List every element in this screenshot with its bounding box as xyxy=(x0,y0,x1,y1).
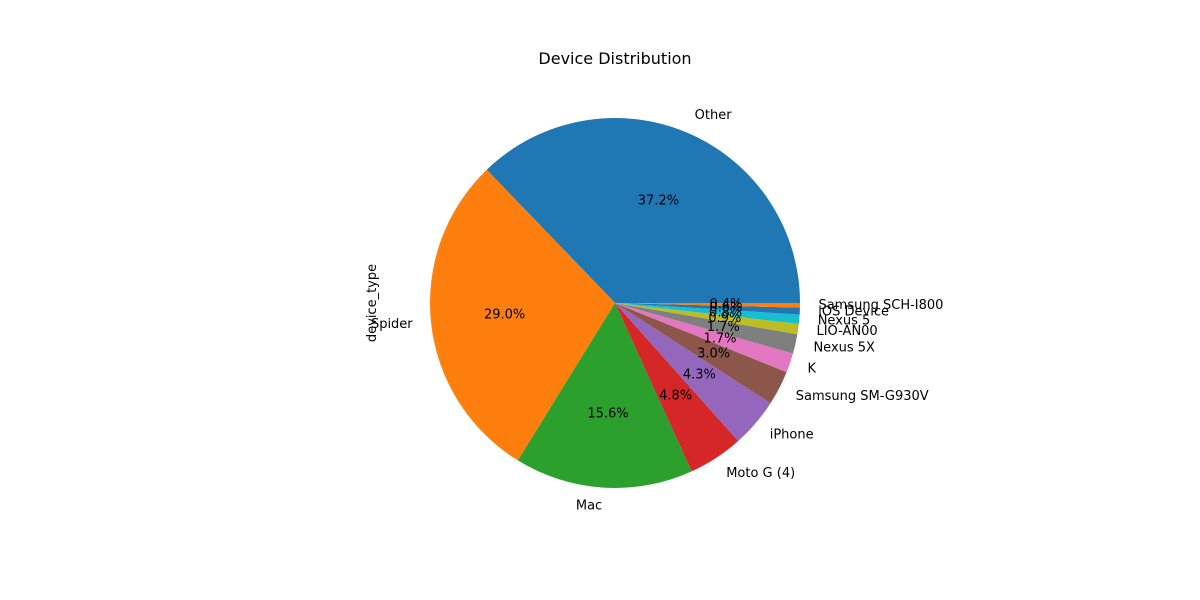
slice-percent-label: 29.0% xyxy=(484,307,525,322)
category-labels: Other Spider Mac Moto G (4) iPhone Samsung SM… xyxy=(371,108,944,513)
pie-slice xyxy=(615,303,739,472)
pie-slice xyxy=(430,169,615,461)
pie-slice xyxy=(615,303,799,335)
pie-slice xyxy=(615,303,798,354)
slice-percent-label: 1.7% xyxy=(707,320,740,335)
pie-slice xyxy=(486,117,800,303)
slice-percent-label: 0.9% xyxy=(708,311,741,326)
slice-label: Spider xyxy=(371,317,413,332)
slice-percent-label: 15.6% xyxy=(587,406,628,421)
chart-title: Device Distribution xyxy=(538,49,691,68)
slice-label: Mac xyxy=(576,499,602,514)
slice-percent-label: 37.2% xyxy=(638,193,679,208)
slice-percent-label: 4.3% xyxy=(683,368,716,383)
slice-percent-label: 3.0% xyxy=(697,347,730,362)
pie-slice xyxy=(615,303,793,373)
slice-label: LIO-AN00 xyxy=(816,324,877,339)
pie-slices xyxy=(430,117,800,489)
y-axis-label: device_type xyxy=(365,264,380,342)
pie-slice xyxy=(615,303,800,308)
slice-label: Moto G (4) xyxy=(726,466,795,481)
pie-slice xyxy=(615,303,787,404)
slice-label: K xyxy=(808,361,817,376)
percent-labels: 37.2%29.0%15.6%4.8%4.3%3.0%1.7%1.7%0.9%0… xyxy=(484,193,743,421)
slice-percent-label: 1.7% xyxy=(703,331,736,346)
slice-label: Nexus 5 xyxy=(818,313,871,328)
slice-label: iOS Device xyxy=(818,304,889,319)
slice-label: iPhone xyxy=(770,428,814,443)
slice-percent-label: 0.6% xyxy=(709,300,742,315)
pie-slice xyxy=(615,303,800,315)
slice-percent-label: 4.8% xyxy=(659,388,692,403)
slice-percent-label: 0.8% xyxy=(709,305,742,320)
slice-percent-label: 0.4% xyxy=(709,297,742,312)
pie-slice xyxy=(615,303,800,324)
slice-label: Samsung SM-G930V xyxy=(796,389,929,404)
slice-label: Samsung SCH-I800 xyxy=(818,298,943,313)
pie-slice xyxy=(615,303,771,441)
pie-slice xyxy=(517,303,692,489)
slice-label: Other xyxy=(695,108,733,123)
slice-label: Nexus 5X xyxy=(813,341,875,356)
